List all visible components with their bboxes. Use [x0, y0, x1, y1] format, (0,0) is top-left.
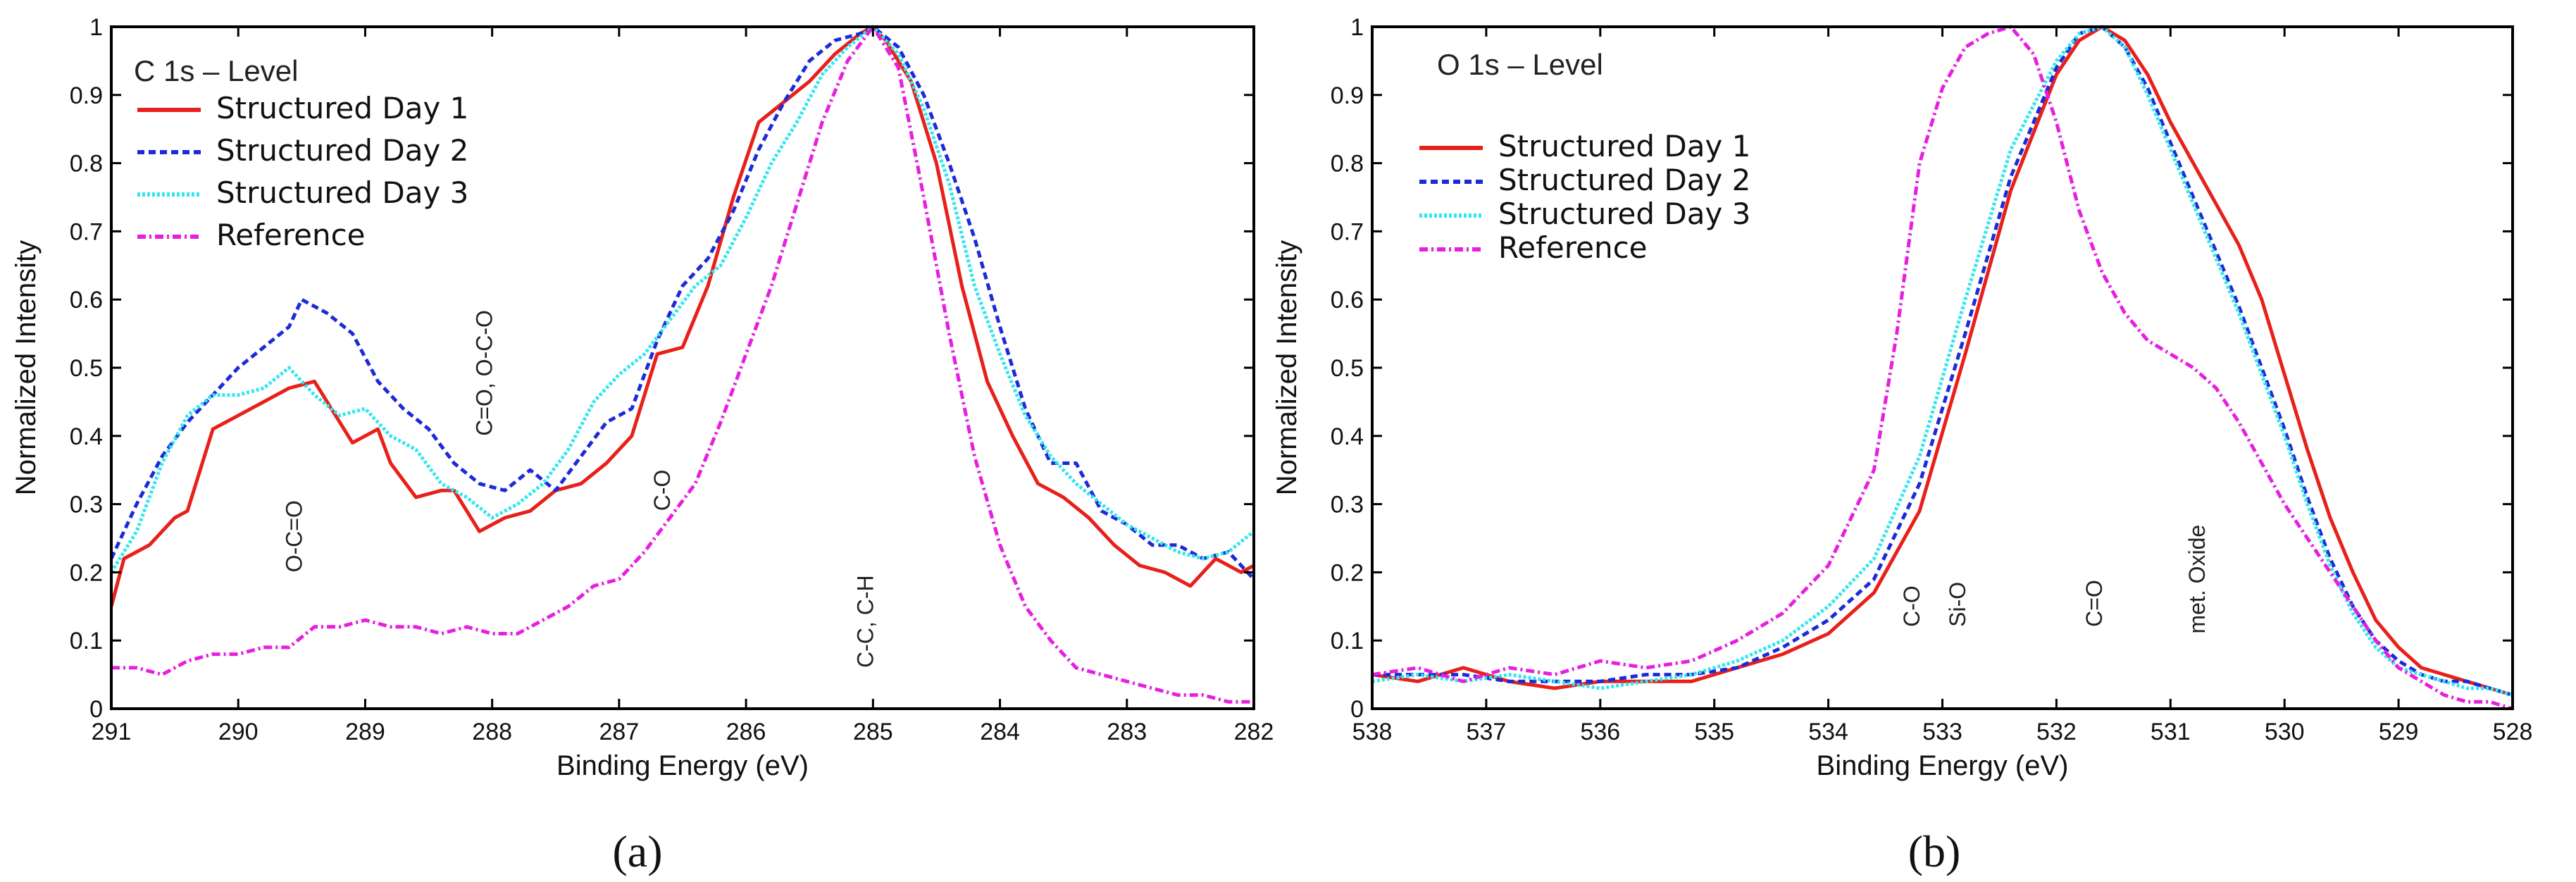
y-tick-label: 0.2 [1331, 559, 1364, 586]
y-tick-label: 1 [1350, 14, 1364, 41]
x-tick-label: 289 [345, 719, 385, 745]
series-line-structured-day-1 [111, 25, 1254, 607]
chart-title: C 1s – Level [134, 54, 298, 87]
y-tick-label: 1 [89, 14, 103, 41]
y-tick-label: 0.1 [1331, 628, 1364, 654]
y-tick-label: 0.3 [1331, 492, 1364, 518]
x-tick-label: 282 [1234, 719, 1274, 745]
x-tick-label: 286 [726, 719, 766, 745]
panel-label: (a) [612, 826, 662, 876]
x-tick-label: 536 [1580, 719, 1620, 745]
chart-title: O 1s – Level [1437, 48, 1603, 81]
peak-annotation: met. Oxide [2184, 525, 2210, 634]
y-tick-label: 0.8 [1331, 151, 1364, 178]
legend-label: Reference [216, 218, 366, 252]
peak-annotation: C-O [649, 470, 675, 511]
y-tick-label: 0 [89, 696, 103, 723]
y-tick-label: 0.4 [70, 423, 103, 450]
peak-annotation: Si-O [1945, 582, 1970, 627]
y-tick-label: 0.7 [70, 218, 103, 245]
x-tick-label: 287 [599, 719, 640, 745]
peak-annotation: C-C, C-H [852, 575, 878, 668]
x-tick-label: 283 [1107, 719, 1147, 745]
legend-label: Structured Day 2 [1498, 163, 1750, 197]
y-tick-label: 0.7 [1331, 218, 1364, 245]
x-axis-label: Binding Energy (eV) [556, 750, 809, 781]
x-tick-label: 534 [1808, 719, 1848, 745]
y-tick-label: 0.9 [1331, 82, 1364, 109]
y-tick-label: 0.3 [70, 492, 103, 518]
y-tick-label: 0.9 [70, 82, 103, 109]
series-line-structured-day-1 [1372, 25, 2513, 697]
panel-label: (b) [1908, 826, 1961, 876]
y-axis-label: Normalized Intensity [11, 240, 42, 495]
y-tick-label: 0.8 [70, 151, 103, 178]
peak-annotation: C-O [1899, 585, 1924, 627]
x-tick-label: 533 [1922, 719, 1962, 745]
y-tick-label: 0.6 [1331, 287, 1364, 313]
y-tick-label: 0.2 [70, 559, 103, 586]
x-tick-label: 538 [1352, 719, 1393, 745]
x-tick-label: 288 [472, 719, 512, 745]
x-tick-label: 529 [2379, 719, 2419, 745]
peak-annotation: C=O, O-C-O [472, 310, 497, 436]
x-tick-label: 535 [1694, 719, 1734, 745]
plot-frame [110, 25, 1255, 710]
x-tick-label: 285 [853, 719, 893, 745]
legend-label: Structured Day 3 [216, 175, 468, 210]
x-tick-label: 284 [980, 719, 1020, 745]
x-tick-label: 291 [92, 719, 132, 745]
legend-label: Structured Day 2 [216, 133, 468, 168]
x-axis-label: Binding Energy (eV) [1817, 750, 2069, 781]
chart-panel-a: 291 290 289 288 287 286 285 284 283 282 0 0.1 0.2 0.3… [11, 14, 1274, 876]
series-line-reference [111, 25, 1254, 704]
legend-label: Reference [1498, 230, 1648, 265]
chart-panel-b: 538 537 536 535 534 533 532 531 530 529 528 0 0.1 0.2… [1271, 14, 2532, 876]
y-tick-label: 0.1 [70, 628, 103, 654]
y-tick-label: 0 [1350, 696, 1364, 723]
peak-annotation: C=O [2082, 580, 2107, 627]
x-tick-label: 532 [2036, 719, 2077, 745]
y-axis-label: Normalized Intensity [1271, 240, 1302, 495]
series-line-reference [1372, 25, 2513, 711]
legend-label: Structured Day 1 [216, 91, 468, 125]
series-line-structured-day-3 [1372, 25, 2513, 697]
y-tick-label: 0.5 [70, 355, 103, 382]
series-line-structured-day-2 [1372, 25, 2513, 697]
x-tick-label: 528 [2493, 719, 2533, 745]
x-tick-label: 290 [218, 719, 259, 745]
y-tick-label: 0.4 [1331, 423, 1364, 450]
x-tick-label: 531 [2151, 719, 2191, 745]
y-tick-label: 0.5 [1331, 355, 1364, 382]
y-tick-label: 0.6 [70, 287, 103, 313]
x-tick-label: 537 [1467, 719, 1507, 745]
legend-label: Structured Day 3 [1498, 197, 1750, 231]
series-line-structured-day-2 [111, 25, 1254, 580]
x-tick-label: 530 [2265, 719, 2305, 745]
series-line-structured-day-3 [111, 25, 1254, 573]
legend-label: Structured Day 1 [1498, 129, 1750, 163]
peak-annotation: O-C=O [281, 500, 306, 572]
